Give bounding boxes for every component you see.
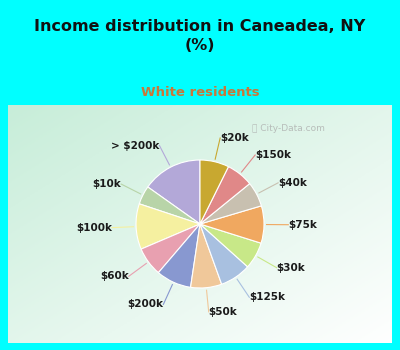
Text: $75k: $75k (288, 220, 317, 230)
Text: $20k: $20k (220, 133, 249, 143)
Text: White residents: White residents (141, 86, 259, 99)
Wedge shape (190, 224, 222, 288)
Text: > $200k: > $200k (111, 141, 160, 150)
Wedge shape (136, 204, 200, 249)
Wedge shape (139, 187, 200, 224)
Text: $100k: $100k (76, 223, 112, 233)
Wedge shape (200, 224, 261, 267)
Wedge shape (200, 167, 250, 224)
Wedge shape (200, 160, 228, 224)
Wedge shape (148, 160, 200, 224)
Text: $30k: $30k (277, 263, 306, 273)
Text: $10k: $10k (92, 179, 121, 189)
Text: $150k: $150k (255, 150, 291, 160)
Text: $125k: $125k (249, 292, 285, 302)
Text: $60k: $60k (100, 271, 129, 281)
Text: Income distribution in Caneadea, NY
(%): Income distribution in Caneadea, NY (%) (34, 19, 366, 52)
Text: ⓘ City-Data.com: ⓘ City-Data.com (252, 124, 325, 133)
Text: $40k: $40k (278, 178, 307, 188)
Wedge shape (200, 184, 261, 224)
Wedge shape (158, 224, 200, 287)
Text: $200k: $200k (127, 299, 163, 309)
Wedge shape (141, 224, 200, 273)
Text: $50k: $50k (209, 307, 238, 317)
Wedge shape (200, 206, 264, 243)
Wedge shape (200, 224, 248, 284)
